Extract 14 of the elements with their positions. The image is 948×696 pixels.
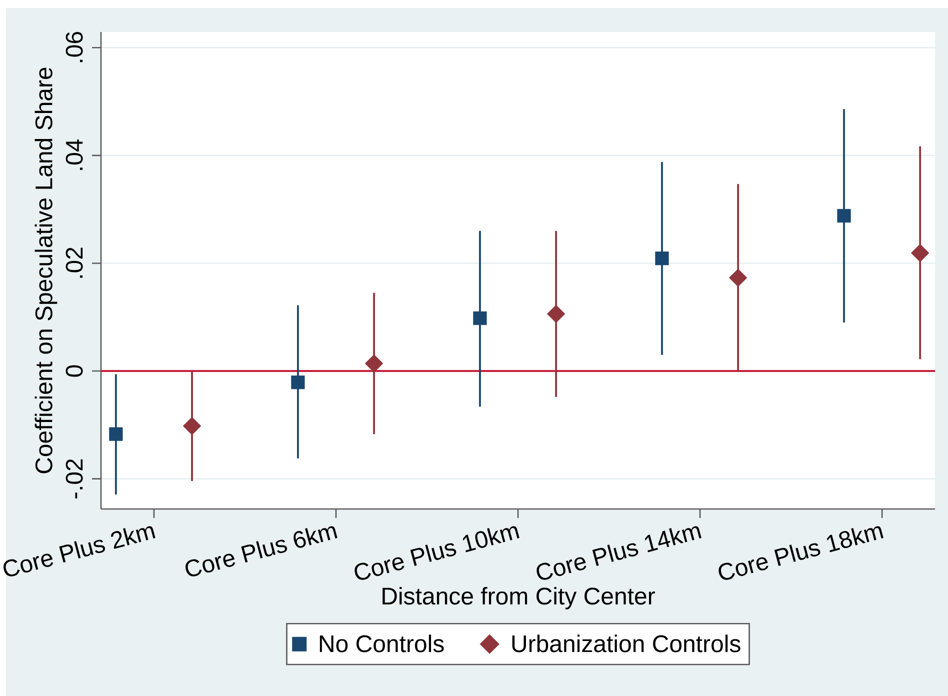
x-axis-title: Distance from City Center xyxy=(382,587,655,610)
y-tick-label: -.02 xyxy=(66,459,83,498)
x-tick-label: Core Plus 10km xyxy=(354,526,520,580)
y-tick-label: .02 xyxy=(66,248,83,278)
x-tick-label: Core Plus 14km xyxy=(536,526,702,580)
y-tick-label: .06 xyxy=(66,32,83,62)
legend-label: No Controls xyxy=(320,634,444,652)
x-tick-label: Core Plus 18km xyxy=(718,526,884,580)
y-tick-label: 0 xyxy=(66,365,83,377)
y-tick-label: .04 xyxy=(66,139,83,170)
legend-label: Urbanization Controls xyxy=(512,634,740,652)
x-tick-label: Core Plus 6km xyxy=(186,526,338,576)
x-tick-label: Core Plus 2km xyxy=(3,526,156,576)
y-axis-title: Coefficient on Speculative Land Share xyxy=(34,68,58,474)
